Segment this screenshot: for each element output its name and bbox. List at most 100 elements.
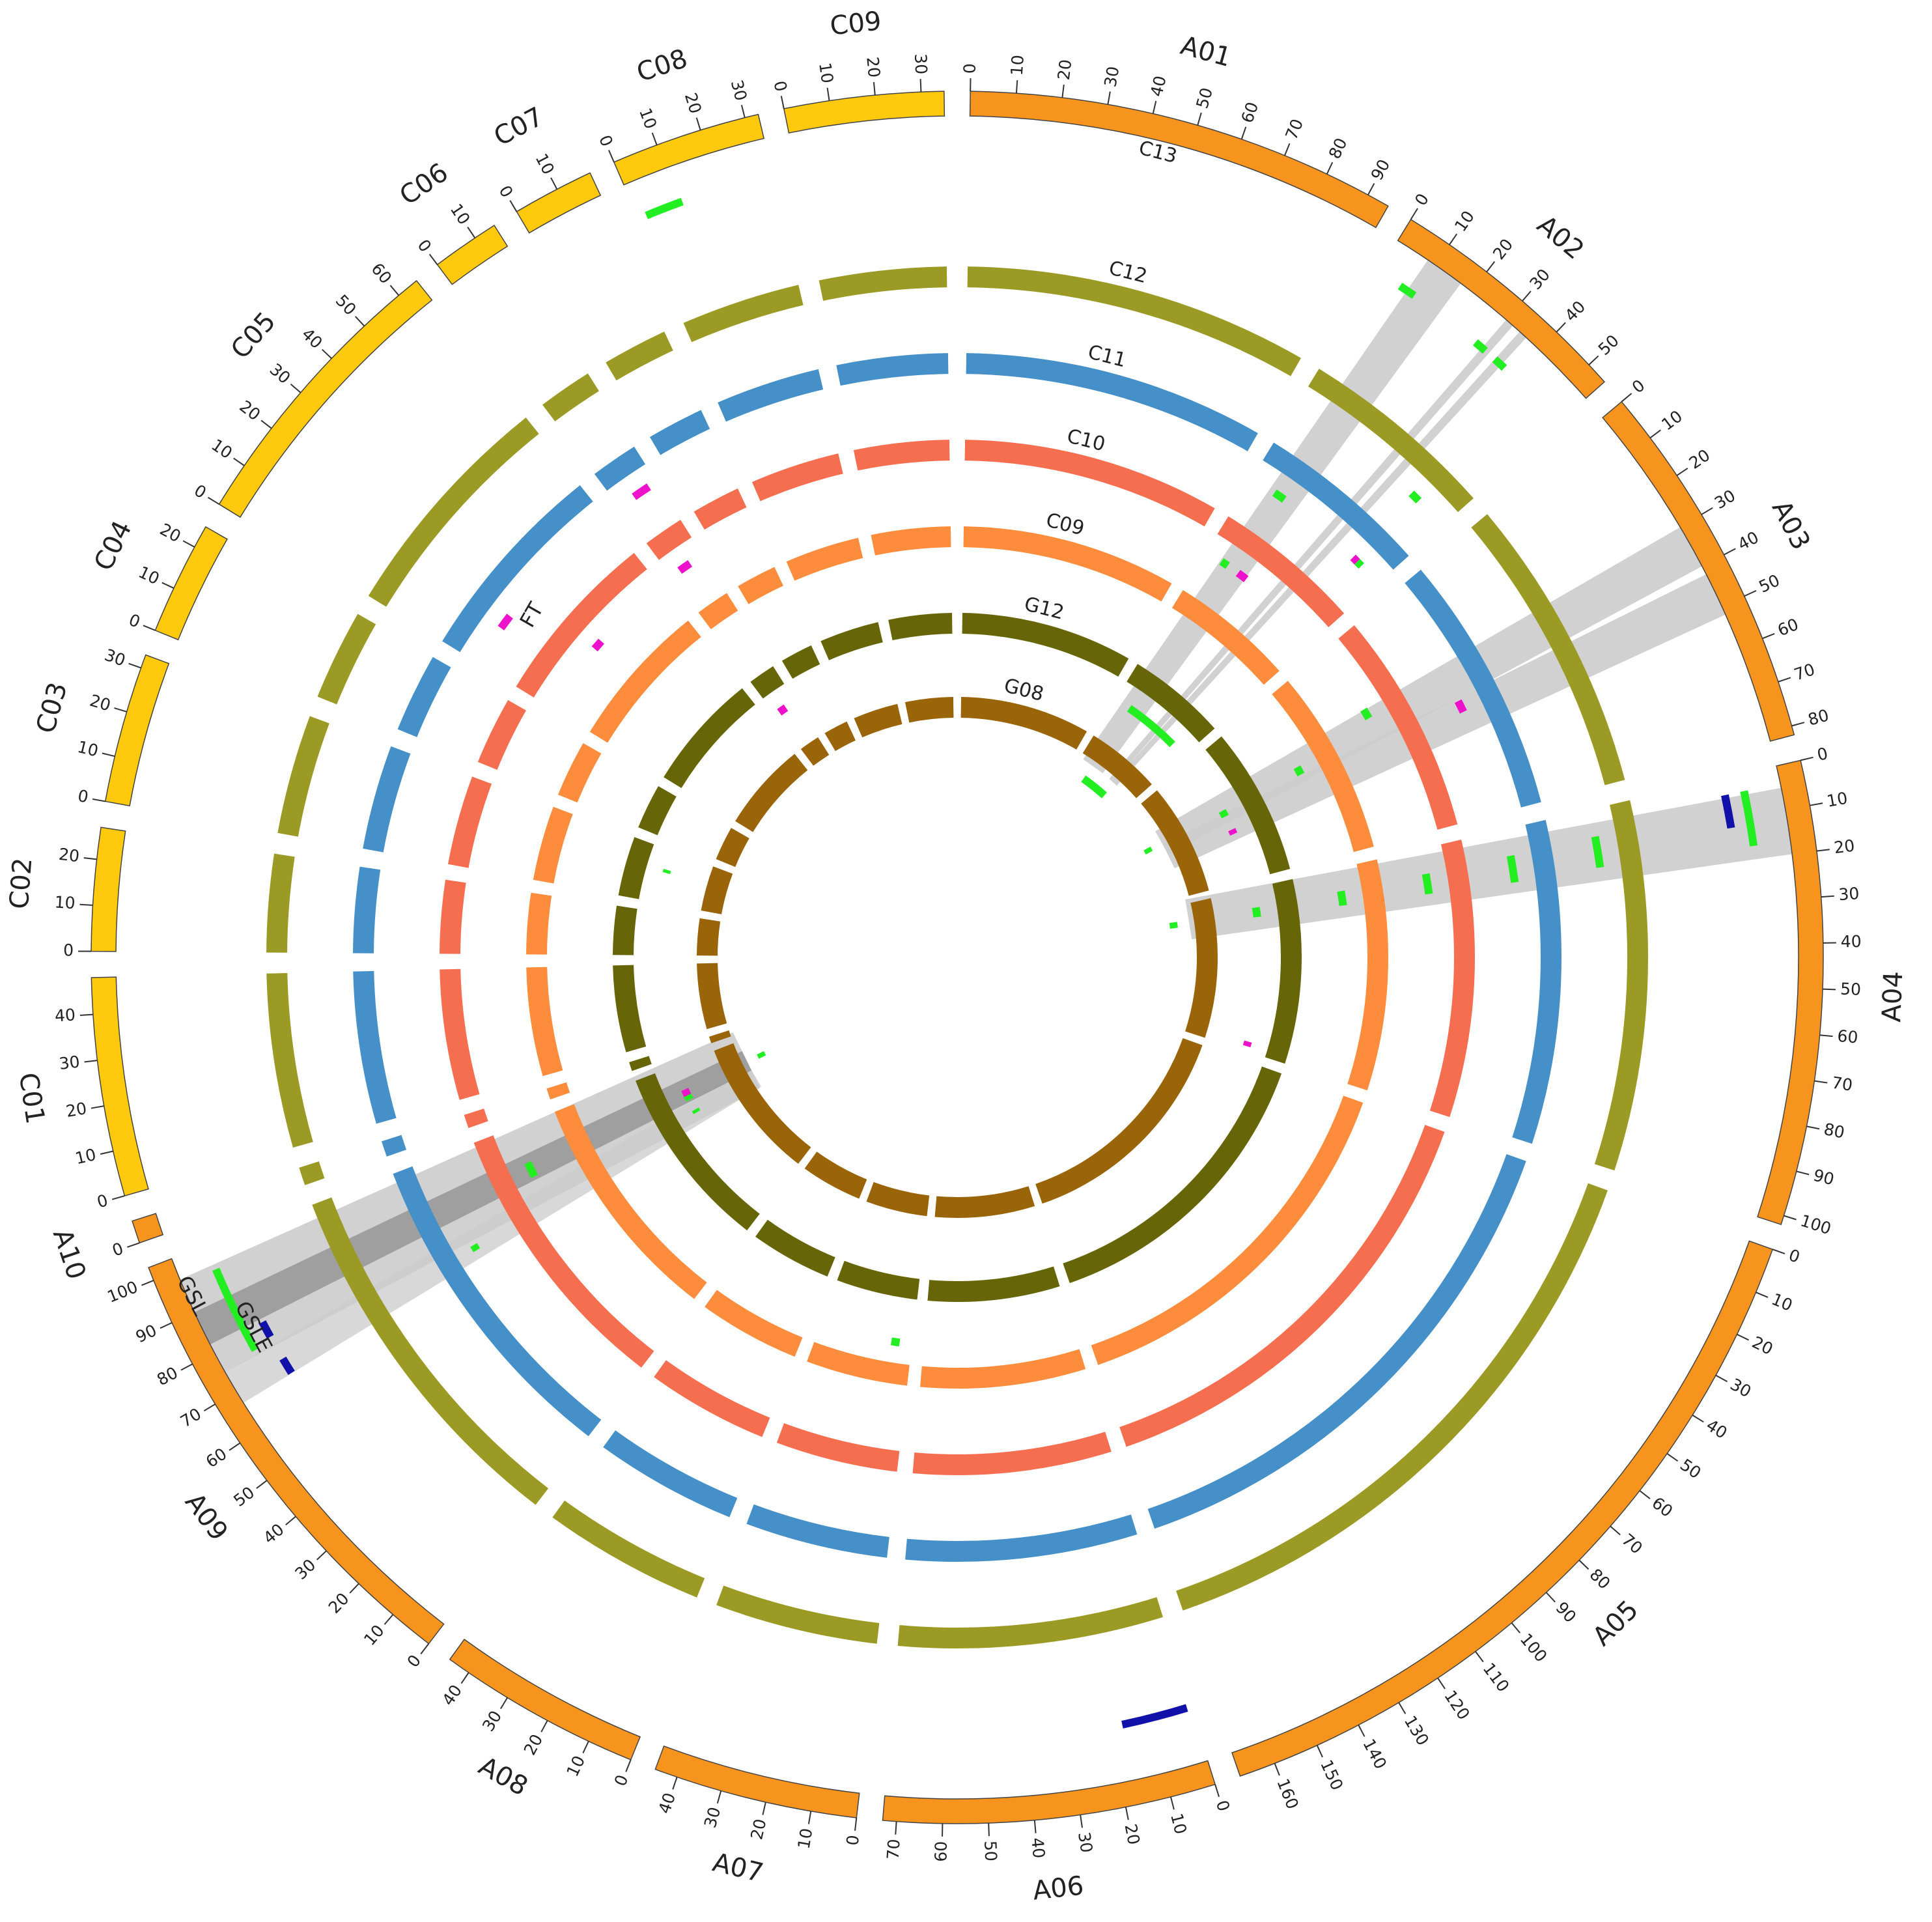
link xyxy=(1113,332,1526,786)
track-ring-segment xyxy=(1347,859,1388,1091)
tick-mark xyxy=(1486,261,1496,273)
track-ring-segment xyxy=(1176,1183,1608,1611)
tick-mark xyxy=(316,1550,327,1561)
tick-label: 60 xyxy=(1775,615,1801,640)
tick-mark xyxy=(92,798,105,802)
tick-mark xyxy=(182,540,195,548)
chromosome-label: A09 xyxy=(179,1488,234,1546)
tick-mark xyxy=(1033,1820,1037,1833)
tick-mark xyxy=(256,1480,268,1489)
link xyxy=(1185,787,1793,940)
track-ring-segment xyxy=(603,1430,738,1518)
qtl-mark xyxy=(591,638,604,652)
track-ring-segment xyxy=(1217,516,1345,628)
tick-label: 40 xyxy=(1703,1415,1730,1442)
qtl-mark xyxy=(497,614,513,630)
track-ring-segment xyxy=(897,1597,1163,1648)
chromosome-bar xyxy=(1397,218,1605,399)
tick-label: 100 xyxy=(1517,1630,1551,1665)
track-ring-segment xyxy=(533,806,573,884)
tick-label: 10 xyxy=(563,1753,589,1779)
tick-mark xyxy=(384,1614,394,1625)
track-ring-segment xyxy=(683,285,804,343)
tick-label: 50 xyxy=(332,291,360,319)
tick-mark xyxy=(1214,1784,1220,1798)
track-ring-segment xyxy=(1063,1066,1282,1283)
tick-mark xyxy=(127,1242,140,1248)
link xyxy=(1162,574,1726,869)
tick-mark xyxy=(1737,1333,1749,1341)
tick-label: 30 xyxy=(1838,884,1860,904)
tick-label: 40 xyxy=(438,1681,466,1709)
track-ring-segment xyxy=(776,1423,900,1472)
track-ring-segment xyxy=(473,1135,654,1368)
track-ring-segment xyxy=(1171,590,1280,685)
qtl-mark xyxy=(1293,765,1305,777)
chromosome-bar xyxy=(218,279,433,518)
tick-label: 20 xyxy=(1686,445,1714,473)
qtl-mark xyxy=(681,1088,692,1097)
tick-label: 0 xyxy=(110,1239,126,1260)
qtl-mark xyxy=(1408,490,1422,504)
track-ring-segment xyxy=(397,657,451,737)
tick-mark xyxy=(114,707,127,713)
tick-label: 60 xyxy=(931,1841,951,1862)
tick-mark xyxy=(1367,183,1375,195)
qtl-mark xyxy=(645,197,684,219)
tick-mark xyxy=(1284,143,1291,156)
tick-label: 20 xyxy=(520,1731,547,1759)
tick-label: 0 xyxy=(495,182,516,201)
tick-mark xyxy=(895,1821,897,1835)
tick-label: 80 xyxy=(1806,705,1830,729)
track-label: G08 xyxy=(1001,674,1046,706)
tick-label: 20 xyxy=(1749,1333,1776,1359)
tick-mark xyxy=(1449,233,1458,246)
tick-label: 10 xyxy=(1167,1811,1190,1836)
track-ring-segment xyxy=(693,488,747,530)
qtl-mark xyxy=(1350,554,1360,565)
track-ring-segment xyxy=(750,666,785,699)
track-ring-segment xyxy=(853,440,950,471)
tick-mark xyxy=(740,104,746,118)
chromosome-label: C03 xyxy=(31,679,73,737)
track-ring-segment xyxy=(1263,442,1409,570)
track-ring-segment xyxy=(708,1030,731,1043)
tick-label: 10 xyxy=(74,1145,98,1168)
tick-mark xyxy=(233,457,245,466)
track-ring-segment xyxy=(638,786,677,836)
tick-mark xyxy=(1316,1745,1323,1758)
chromosome-bar xyxy=(516,172,602,234)
tick-label: 130 xyxy=(1401,1712,1433,1749)
chromosome-label: A01 xyxy=(1177,31,1235,73)
tick-label: 60 xyxy=(203,1444,231,1471)
qtl-mark xyxy=(1127,705,1175,748)
tick-mark xyxy=(467,227,476,238)
track-ring-segment xyxy=(1308,369,1474,513)
qtl-mark xyxy=(1354,559,1364,569)
track-label: G12 xyxy=(1022,593,1067,625)
tick-mark xyxy=(807,1811,812,1824)
tick-mark xyxy=(1125,1807,1129,1820)
track-ring-segment xyxy=(1091,1095,1364,1365)
track-ring-segment xyxy=(755,1219,835,1277)
track-ring-segment xyxy=(718,369,824,422)
tick-label: 20 xyxy=(236,397,264,424)
tick-mark xyxy=(1762,633,1775,640)
tick-label: 40 xyxy=(1841,932,1862,952)
tick-mark xyxy=(1588,355,1599,365)
tick-label: 30 xyxy=(1100,65,1123,89)
tick-label: 110 xyxy=(1479,1660,1513,1696)
tick-label: 10 xyxy=(1451,207,1478,235)
track-ring-segment xyxy=(363,746,411,853)
tick-label: 90 xyxy=(1812,1166,1836,1189)
tick-mark xyxy=(625,1759,632,1772)
track-ring-segment xyxy=(786,537,863,581)
track-ring-segment xyxy=(368,417,539,607)
tick-mark xyxy=(102,752,115,757)
qtl-mark xyxy=(1337,890,1347,907)
tick-mark xyxy=(160,1321,173,1329)
track-ring-segment xyxy=(1185,897,1218,1038)
tick-mark xyxy=(91,1105,104,1109)
tick-label: 30 xyxy=(1727,1375,1754,1402)
